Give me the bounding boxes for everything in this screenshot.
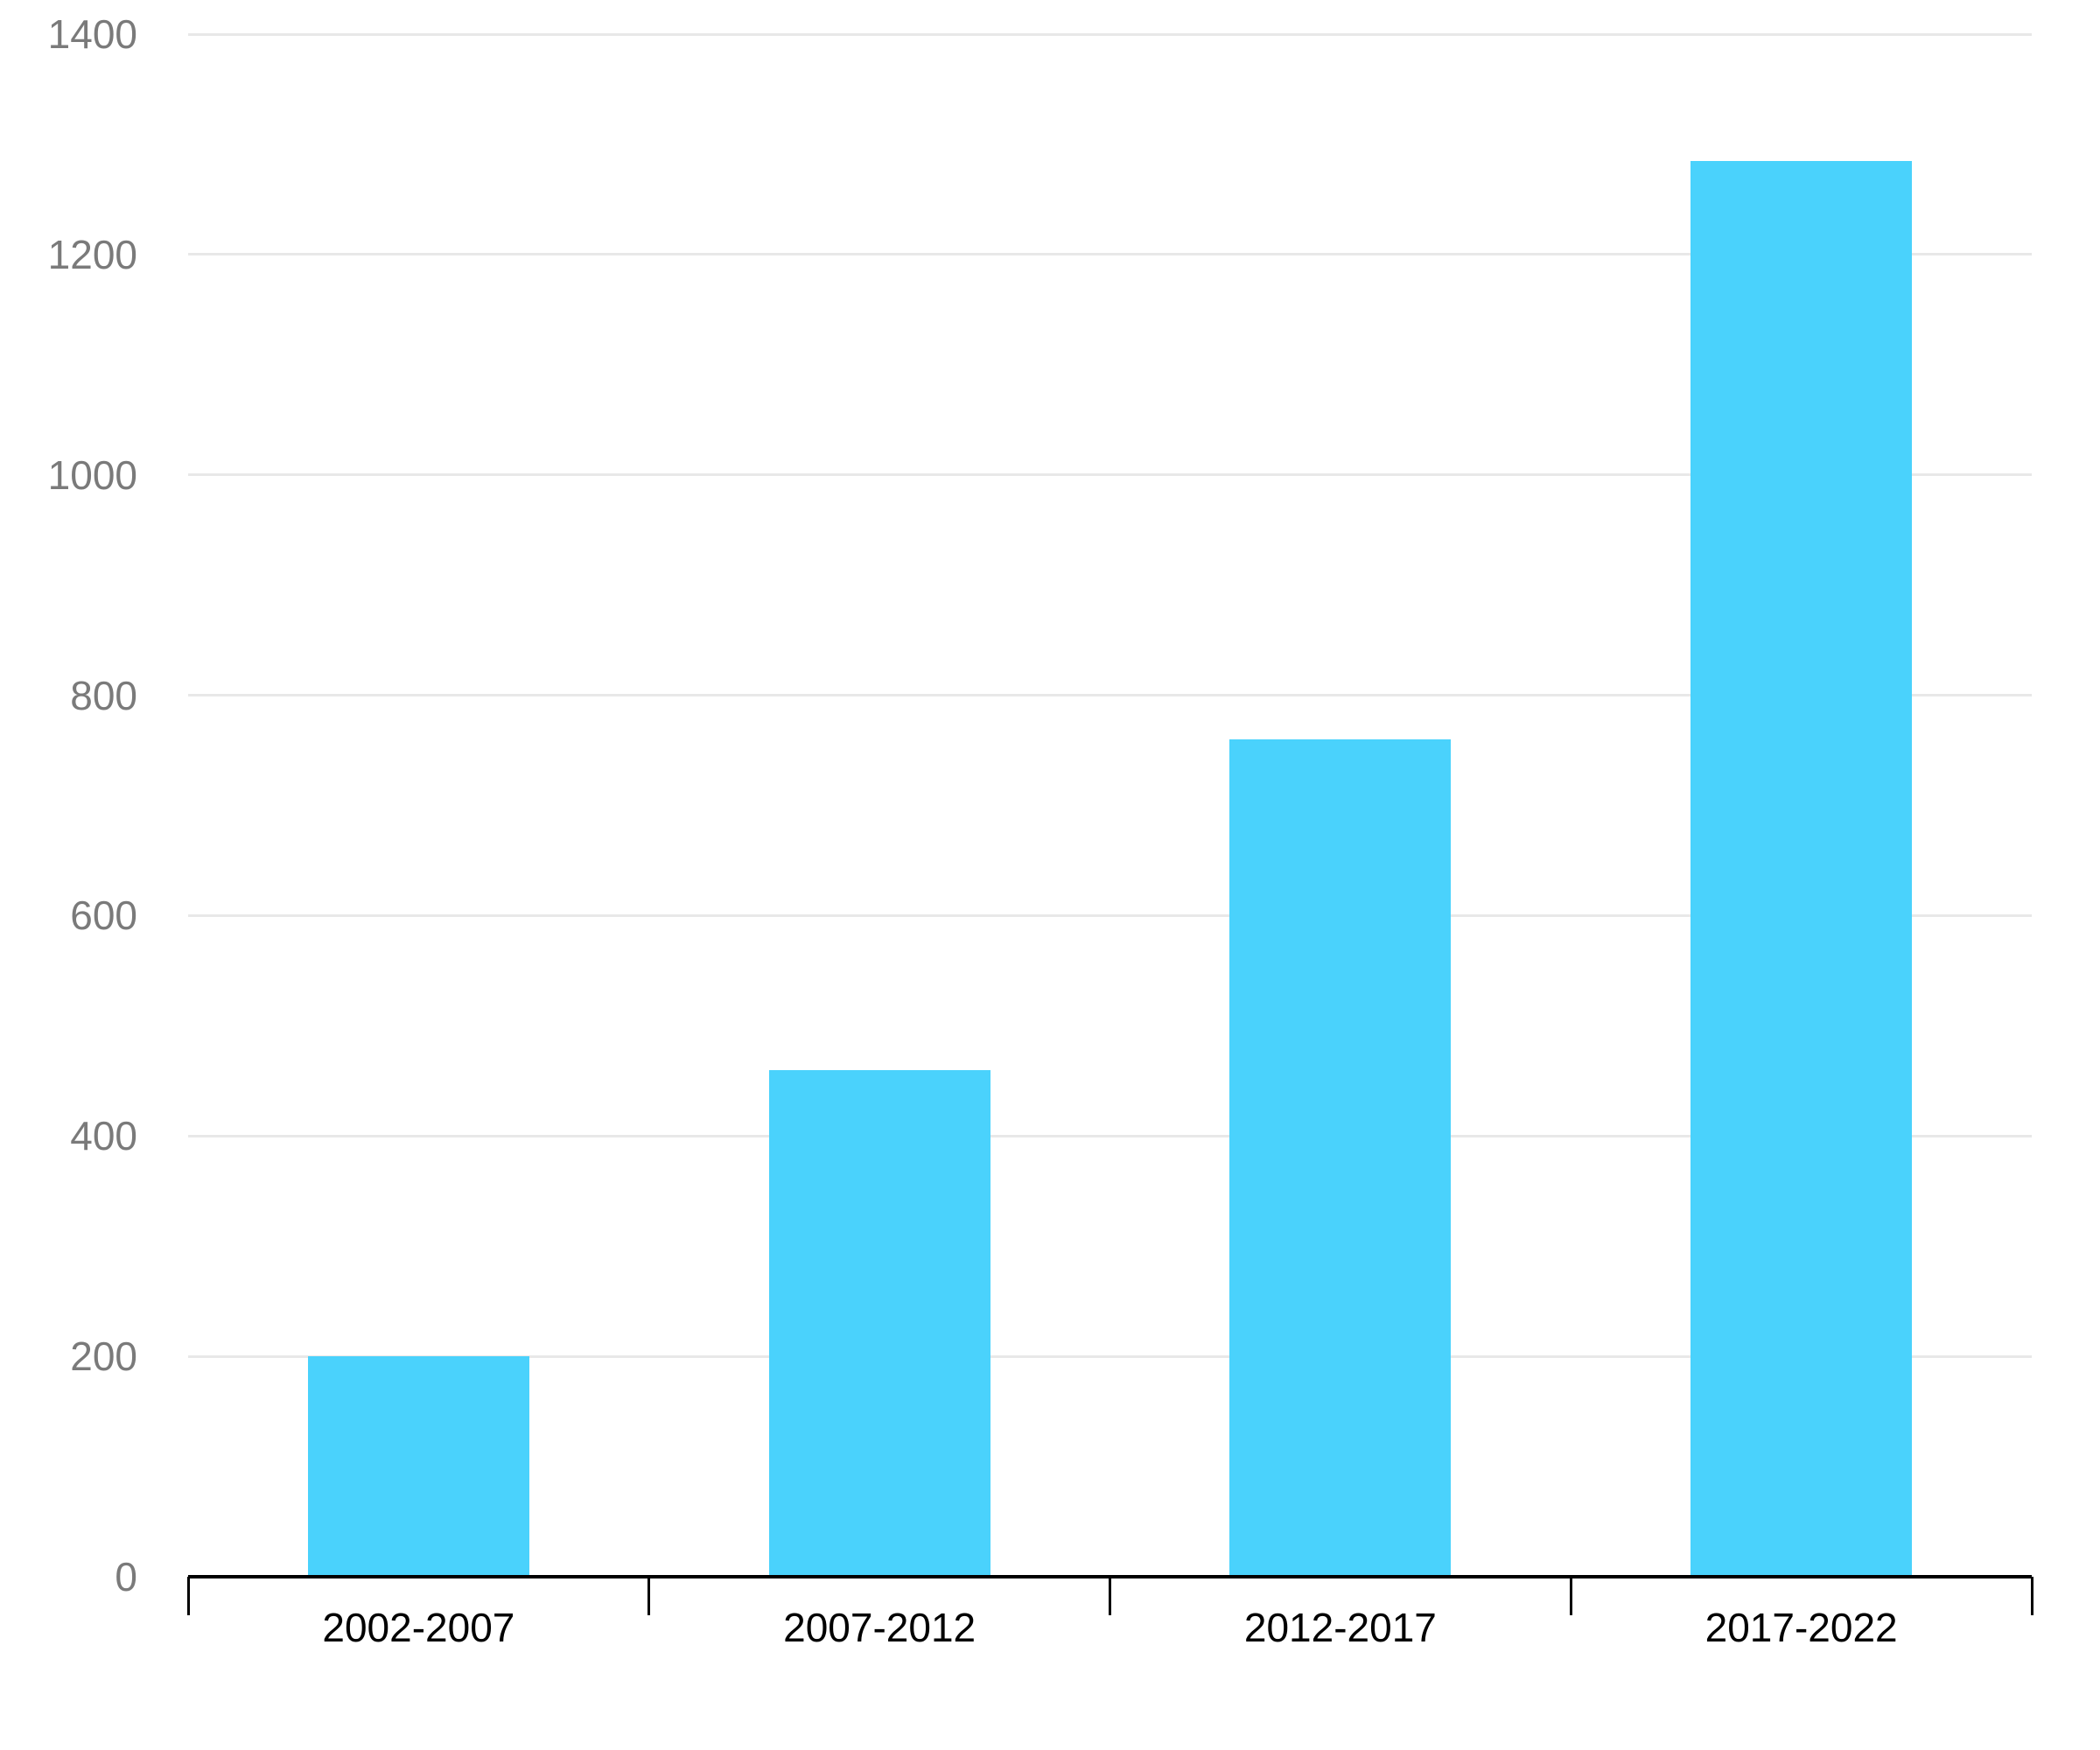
- gridline: [188, 914, 2032, 917]
- gridline: [188, 1354, 2032, 1358]
- gridline: [188, 253, 2032, 256]
- bar: [768, 1069, 990, 1577]
- gridline: [188, 694, 2032, 697]
- y-tick-label: 1000: [47, 452, 137, 498]
- bar: [1229, 738, 1452, 1577]
- x-tick-label: 2012-2017: [1243, 1605, 1437, 1650]
- x-tick-label: 2007-2012: [783, 1605, 976, 1650]
- y-tick-label: 400: [70, 1113, 137, 1159]
- y-tick-label: 200: [70, 1334, 137, 1380]
- gridline: [188, 1134, 2032, 1138]
- y-tick-label: 600: [70, 892, 137, 939]
- x-axis-tick: [2030, 1577, 2034, 1615]
- y-tick-label: 1400: [47, 11, 137, 57]
- x-axis-tick: [1109, 1577, 1111, 1615]
- y-tick-label: 0: [115, 1554, 137, 1600]
- bar: [1690, 160, 1913, 1577]
- x-tick-label: 2002-2007: [322, 1605, 515, 1650]
- gridline: [188, 32, 2032, 36]
- gridline: [188, 473, 2032, 477]
- y-tick-label: 1200: [47, 231, 137, 277]
- x-axis-tick: [1569, 1577, 1572, 1615]
- x-tick-label: 2017-2022: [1704, 1605, 1898, 1650]
- bar: [307, 1356, 529, 1577]
- y-tick-label: 800: [70, 672, 137, 718]
- x-axis-tick: [648, 1577, 651, 1615]
- x-axis-tick: [186, 1577, 190, 1615]
